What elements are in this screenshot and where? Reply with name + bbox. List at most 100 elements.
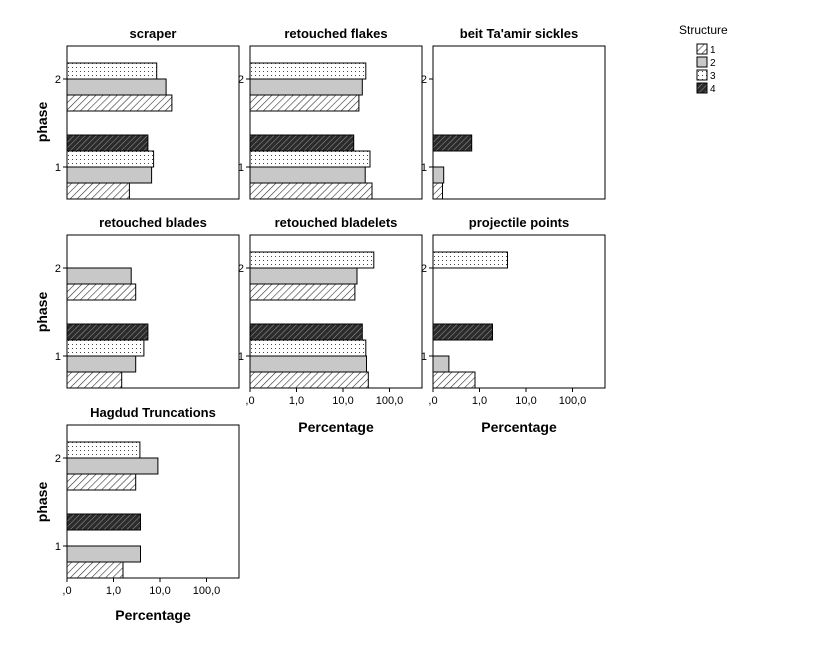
- legend-entry-4: 4: [696, 82, 716, 95]
- x-tick-label: ,0: [62, 585, 71, 597]
- y-tick-label: 1: [55, 351, 61, 363]
- panel-frame: [432, 45, 606, 200]
- bar: [66, 150, 155, 168]
- y-tick-label: 1: [421, 162, 427, 174]
- x-tick-label: 100,0: [193, 585, 221, 597]
- bar: [249, 150, 371, 168]
- legend-entry-1: 1: [696, 43, 716, 56]
- bar: [66, 283, 137, 301]
- panel-retouched-flakes: retouched flakes 1 2: [238, 26, 423, 200]
- panel-title: projectile points: [469, 215, 569, 230]
- panel-beit-taamir-sickles: beit Ta'amir sickles 1 2: [421, 26, 606, 200]
- bar: [66, 134, 149, 152]
- bar: [249, 355, 367, 373]
- panel-hagdud-truncations: Hagdud Truncations 1 2 ,0 1,0 10,0 100,0: [55, 405, 240, 597]
- panel-title: beit Ta'amir sickles: [460, 26, 578, 41]
- legend: Structure 1 2 3 4: [679, 23, 728, 95]
- bar: [432, 182, 443, 200]
- x-tick-label: 10,0: [149, 585, 170, 597]
- x-tick-label: ,0: [245, 395, 254, 407]
- legend-swatch: [696, 82, 708, 94]
- legend-entry-3: 3: [696, 69, 716, 82]
- bar: [249, 283, 356, 301]
- legend-swatch: [696, 56, 708, 68]
- bar: [66, 561, 124, 579]
- x-tick-label: ,0: [428, 395, 437, 407]
- bar: [249, 323, 363, 341]
- legend-label: 1: [710, 45, 716, 56]
- bar: [66, 473, 137, 491]
- y-tick-label: 2: [55, 74, 61, 86]
- bar: [66, 457, 159, 475]
- y-tick-label: 1: [55, 541, 61, 553]
- y-tick-label: 1: [238, 162, 244, 174]
- bar: [432, 323, 493, 341]
- panel-title: Hagdud Truncations: [90, 405, 216, 420]
- legend-label: 4: [710, 84, 716, 95]
- x-tick-label: 1,0: [472, 395, 487, 407]
- bar: [66, 78, 167, 96]
- y-tick-label: 1: [55, 162, 61, 174]
- bar: [249, 371, 369, 389]
- x-tick-label: 1,0: [106, 585, 121, 597]
- panel-retouched-blades: retouched blades 1 2: [55, 215, 240, 389]
- bar: [249, 78, 363, 96]
- x-tick-label: 10,0: [515, 395, 536, 407]
- bar: [249, 62, 367, 80]
- legend-label: 2: [710, 58, 716, 69]
- bar: [66, 339, 145, 357]
- y-axis-title: phase: [34, 292, 50, 333]
- bar: [66, 94, 173, 112]
- panel-title: scraper: [130, 26, 177, 41]
- y-tick-label: 2: [421, 74, 427, 86]
- panel-retouched-bladelets: retouched bladelets 1 2 ,0 1,0 10,0 100,0: [238, 215, 423, 407]
- y-tick-label: 1: [238, 351, 244, 363]
- x-axis-title: Percentage: [481, 419, 557, 435]
- x-tick-label: 100,0: [559, 395, 587, 407]
- legend-swatch: [696, 69, 708, 81]
- bar: [66, 267, 132, 285]
- y-axis-title: phase: [34, 102, 50, 143]
- y-axis-title: phase: [34, 482, 50, 523]
- bar: [66, 62, 158, 80]
- bar: [66, 441, 141, 459]
- bar: [249, 166, 366, 184]
- legend-entry-2: 2: [696, 56, 716, 69]
- bar: [66, 182, 130, 200]
- bar: [66, 323, 149, 341]
- panel-title: retouched flakes: [284, 26, 387, 41]
- bar: [249, 134, 355, 152]
- y-tick-label: 1: [421, 351, 427, 363]
- x-axis-title: Percentage: [298, 419, 374, 435]
- panel-scraper: scraper 1 2: [55, 26, 240, 200]
- legend-swatch: [696, 43, 708, 55]
- bar: [66, 371, 123, 389]
- x-tick-label: 100,0: [376, 395, 404, 407]
- y-tick-label: 2: [238, 74, 244, 86]
- bar: [66, 545, 141, 563]
- y-tick-label: 2: [238, 263, 244, 275]
- y-tick-label: 2: [421, 263, 427, 275]
- panel-title: retouched bladelets: [275, 215, 398, 230]
- bar: [66, 513, 141, 531]
- bar: [66, 166, 153, 184]
- x-axis-title: Percentage: [115, 607, 191, 623]
- bar: [432, 355, 450, 373]
- bar: [249, 267, 358, 285]
- legend-label: 3: [710, 71, 716, 82]
- legend-title: Structure: [679, 23, 728, 37]
- panel-title: retouched blades: [99, 215, 207, 230]
- x-tick-label: 1,0: [289, 395, 304, 407]
- bar: [249, 251, 375, 269]
- bar: [249, 94, 360, 112]
- y-tick-label: 2: [55, 263, 61, 275]
- bar: [432, 134, 473, 152]
- x-tick-label: 10,0: [332, 395, 353, 407]
- bar: [249, 182, 373, 200]
- bar: [432, 371, 476, 389]
- bar: [432, 166, 445, 184]
- y-tick-label: 2: [55, 453, 61, 465]
- bar: [432, 251, 508, 269]
- bar: [66, 355, 137, 373]
